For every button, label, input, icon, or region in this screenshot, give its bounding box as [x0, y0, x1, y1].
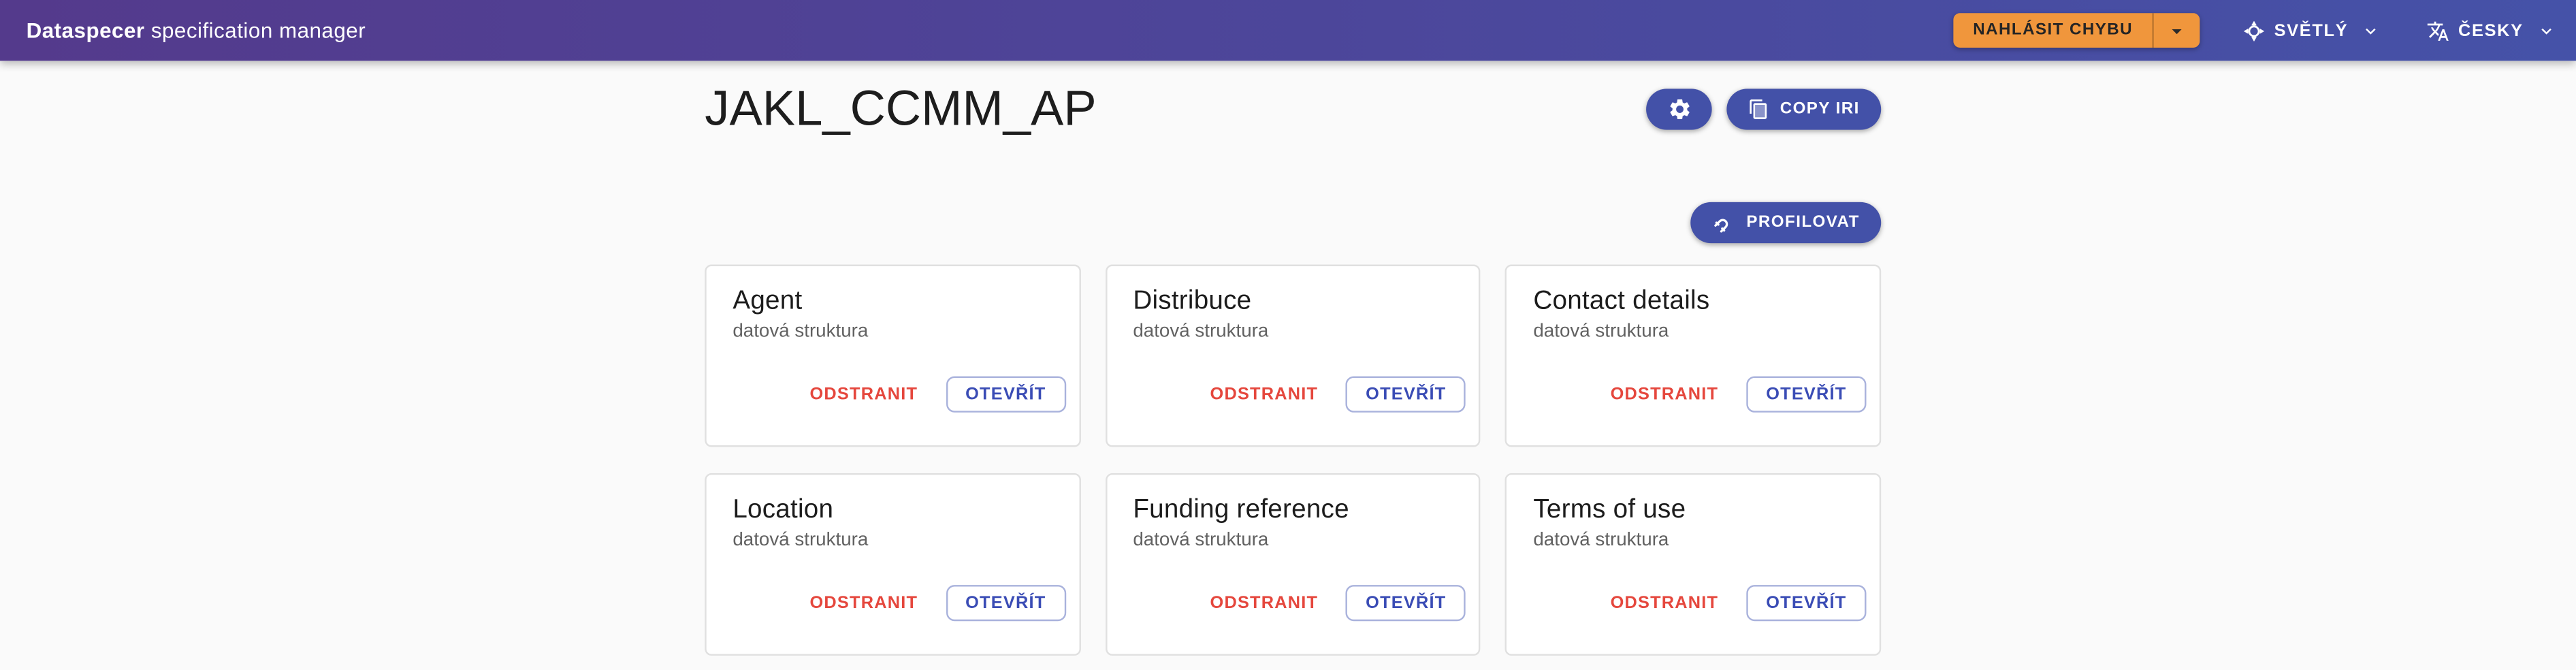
chevron-down-icon — [2366, 27, 2377, 34]
card-actions: ODSTRANIT OTEVŘÍT — [796, 585, 1066, 622]
profile-label: PROFILOVAT — [1746, 213, 1860, 232]
delete-button[interactable]: ODSTRANIT — [1197, 378, 1331, 411]
open-button[interactable]: OTEVŘÍT — [946, 376, 1066, 413]
data-structure-card: Location datová struktura ODSTRANIT OTEV… — [705, 473, 1081, 656]
app-title-suffix: specification manager — [150, 18, 366, 43]
theme-label: SVĚTLÝ — [2274, 20, 2349, 41]
header-actions: COPY IRI — [1647, 89, 1882, 130]
app-title: Dataspecer specification manager — [27, 18, 366, 43]
card-actions: ODSTRANIT OTEVŘÍT — [796, 376, 1066, 413]
brightness-icon — [2244, 20, 2265, 41]
theme-button[interactable]: SVĚTLÝ — [2233, 12, 2391, 48]
open-button[interactable]: OTEVŘÍT — [1746, 376, 1867, 413]
language-label: ČESKY — [2458, 20, 2524, 41]
cards-grid: Agent datová struktura ODSTRANIT OTEVŘÍT… — [705, 264, 1882, 656]
card-subtitle: datová struktura — [1533, 530, 1669, 551]
main-content: JAKL_CCMM_AP COPY IRI — [705, 71, 1882, 656]
card-actions: ODSTRANIT OTEVŘÍT — [1597, 376, 1867, 413]
copy-iri-button[interactable]: COPY IRI — [1727, 89, 1882, 130]
card-title: Distribuce — [1133, 287, 1252, 316]
chevron-down-icon — [2541, 27, 2551, 34]
data-structure-card: Funding reference datová struktura ODSTR… — [1105, 473, 1481, 656]
card-actions: ODSTRANIT OTEVŘÍT — [1197, 376, 1466, 413]
card-subtitle: datová struktura — [732, 530, 869, 551]
copy-icon — [1750, 99, 1768, 119]
profile-row: PROFILOVAT — [705, 202, 1882, 245]
card-title: Contact details — [1533, 287, 1710, 316]
data-structure-card: Contact details datová struktura ODSTRAN… — [1505, 264, 1882, 447]
arrow-drop-down-icon — [2172, 28, 2183, 33]
delete-button[interactable]: ODSTRANIT — [1597, 378, 1731, 411]
profile-button[interactable]: PROFILOVAT — [1690, 202, 1882, 244]
card-title: Location — [732, 496, 834, 524]
report-bug-caret-button[interactable] — [2153, 12, 2200, 48]
magnet-icon — [1714, 219, 1728, 233]
delete-button[interactable]: ODSTRANIT — [796, 378, 931, 411]
data-structure-card: Terms of use datová struktura ODSTRANIT … — [1505, 473, 1882, 656]
card-title: Agent — [732, 287, 803, 316]
card-title: Terms of use — [1533, 496, 1686, 524]
card-title: Funding reference — [1133, 496, 1349, 524]
card-actions: ODSTRANIT OTEVŘÍT — [1597, 585, 1867, 622]
app-title-brand: Dataspecer — [26, 18, 145, 43]
gear-icon — [1670, 99, 1690, 119]
card-subtitle: datová struktura — [1133, 322, 1269, 342]
app-bar-actions: NAHLÁSIT CHYBU SVĚTLÝ ČESKY — [1953, 12, 2566, 48]
data-structure-card: Distribuce datová struktura ODSTRANIT OT… — [1105, 264, 1481, 447]
card-subtitle: datová struktura — [1133, 530, 1269, 551]
page-title: JAKL_CCMM_AP — [705, 81, 1097, 136]
translate-icon — [2428, 20, 2449, 40]
open-button[interactable]: OTEVŘÍT — [946, 585, 1066, 622]
card-subtitle: datová struktura — [1533, 322, 1669, 342]
open-button[interactable]: OTEVŘÍT — [1346, 376, 1466, 413]
open-button[interactable]: OTEVŘÍT — [1746, 585, 1867, 622]
card-subtitle: datová struktura — [732, 322, 869, 342]
copy-iri-label: COPY IRI — [1780, 100, 1860, 118]
card-actions: ODSTRANIT OTEVŘÍT — [1197, 585, 1466, 622]
app-bar: Dataspecer specification manager NAHLÁSI… — [0, 0, 2576, 61]
report-bug-label[interactable]: NAHLÁSIT CHYBU — [1973, 21, 2134, 39]
delete-button[interactable]: ODSTRANIT — [1197, 587, 1331, 620]
delete-button[interactable]: ODSTRANIT — [796, 587, 931, 620]
delete-button[interactable]: ODSTRANIT — [1597, 587, 1731, 620]
open-button[interactable]: OTEVŘÍT — [1346, 585, 1466, 622]
settings-button[interactable] — [1647, 89, 1713, 130]
language-button[interactable]: ČESKY — [2417, 12, 2566, 48]
report-bug-button[interactable]: NAHLÁSIT CHYBU — [1953, 12, 2201, 48]
header-row: JAKL_CCMM_AP COPY IRI — [705, 71, 1882, 148]
data-structure-card: Agent datová struktura ODSTRANIT OTEVŘÍT — [705, 264, 1081, 447]
